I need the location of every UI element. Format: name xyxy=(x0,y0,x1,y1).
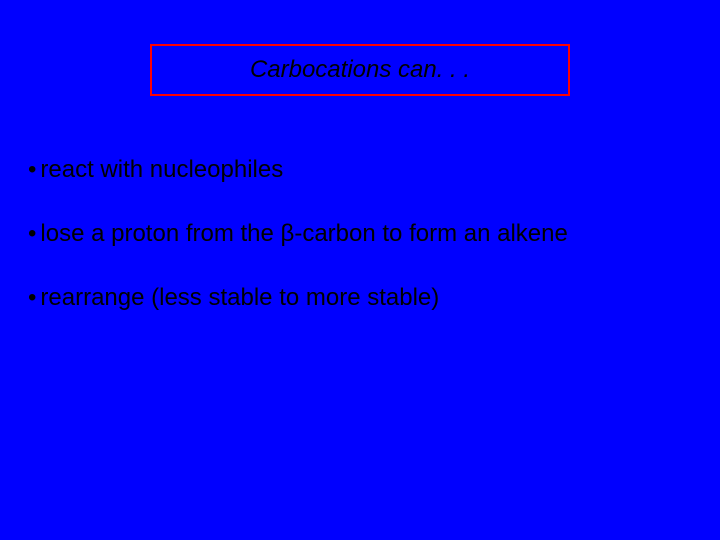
title-box: Carbocations can. . . xyxy=(150,44,570,96)
slide: Carbocations can. . . •react with nucleo… xyxy=(0,0,720,540)
bullet-text: rearrange (less stable to more stable) xyxy=(40,284,439,311)
slide-title: Carbocations can. . . xyxy=(250,56,470,84)
list-item: •rearrange (less stable to more stable) xyxy=(28,283,700,313)
bullet-dot: • xyxy=(28,283,36,313)
bullet-text: lose a proton from the β-carbon to form … xyxy=(40,220,567,247)
bullet-dot: • xyxy=(28,155,36,185)
bullet-text: react with nucleophiles xyxy=(40,156,283,183)
list-item: •react with nucleophiles xyxy=(28,155,700,185)
bullet-list: •react with nucleophiles •lose a proton … xyxy=(28,155,700,347)
bullet-dot: • xyxy=(28,219,36,249)
list-item: •lose a proton from the β-carbon to form… xyxy=(28,219,700,249)
